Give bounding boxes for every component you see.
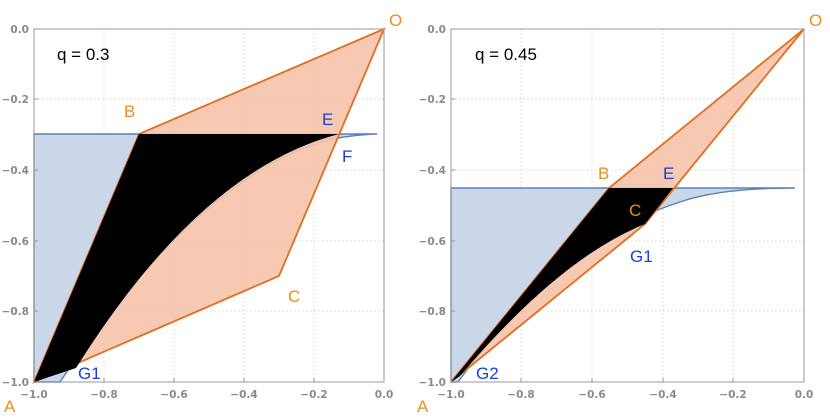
y-tick-label: −0.6: [419, 236, 446, 248]
y-tick-label: −0.6: [2, 236, 29, 248]
x-tick-label: −0.8: [90, 389, 117, 401]
point-label-G1: G1: [630, 247, 653, 266]
panel-right: −1.0 −0.8 −0.6 −0.4 −0.2 0.0 0.0 −0.2 −0…: [417, 11, 822, 416]
x-tick-label: 0.0: [795, 389, 814, 401]
black-region: [451, 188, 673, 382]
point-label-O: O: [809, 11, 822, 30]
y-tick-label: −0.8: [419, 306, 446, 318]
y-tick-labels: 0.0 −0.2 −0.4 −0.6 −0.8 −1.0: [2, 24, 29, 389]
x-tick-label: −0.4: [230, 389, 257, 401]
x-tick-label: −0.8: [507, 389, 534, 401]
y-tick-label: −1.0: [419, 377, 446, 389]
x-tick-label: −1.0: [437, 389, 464, 401]
x-tick-label: 0.0: [375, 389, 394, 401]
x-tick-labels: −1.0 −0.8 −0.6 −0.4 −0.2 0.0: [20, 389, 393, 401]
point-label-B: B: [598, 164, 609, 183]
plot-frame: [33, 28, 385, 383]
plot-frame: [450, 28, 805, 383]
axis-ticks: [33, 28, 385, 383]
y-tick-label: 0.0: [427, 24, 446, 36]
y-tick-label: −1.0: [2, 377, 29, 389]
y-tick-label: −0.2: [419, 94, 446, 106]
point-label-C: C: [629, 201, 641, 220]
x-tick-label: −0.4: [649, 389, 676, 401]
q-label: q = 0.3: [57, 45, 109, 64]
y-tick-labels: 0.0 −0.2 −0.4 −0.6 −0.8 −1.0: [419, 24, 446, 389]
point-label-G1: G1: [78, 364, 101, 383]
x-tick-label: −0.6: [160, 389, 187, 401]
point-label-E: E: [663, 164, 674, 183]
point-label-O: O: [389, 11, 402, 30]
point-label-C: C: [288, 287, 300, 306]
x-tick-label: −0.6: [578, 389, 605, 401]
y-tick-label: 0.0: [10, 24, 29, 36]
point-label-F: F: [342, 147, 352, 166]
y-tick-label: −0.2: [2, 94, 29, 106]
black-region: [34, 134, 339, 382]
x-tick-label: −1.0: [20, 389, 47, 401]
y-tick-label: −0.8: [2, 306, 29, 318]
blue-region: [451, 188, 795, 382]
point-label-G2: G2: [476, 364, 499, 383]
x-tick-label: −0.2: [719, 389, 746, 401]
point-label-A: A: [4, 397, 16, 416]
x-tick-label: −0.2: [300, 389, 327, 401]
point-label-A: A: [417, 397, 429, 416]
panel-left: −1.0 −0.8 −0.6 −0.4 −0.2 0.0 0.0 −0.2 −0…: [2, 11, 403, 416]
axis-ticks: [450, 28, 805, 383]
point-label-B: B: [124, 102, 135, 121]
q-label: q = 0.45: [475, 45, 537, 64]
y-tick-label: −0.4: [419, 165, 446, 177]
y-tick-label: −0.4: [2, 165, 29, 177]
point-label-E: E: [322, 110, 333, 129]
x-tick-labels: −1.0 −0.8 −0.6 −0.4 −0.2 0.0: [437, 389, 813, 401]
